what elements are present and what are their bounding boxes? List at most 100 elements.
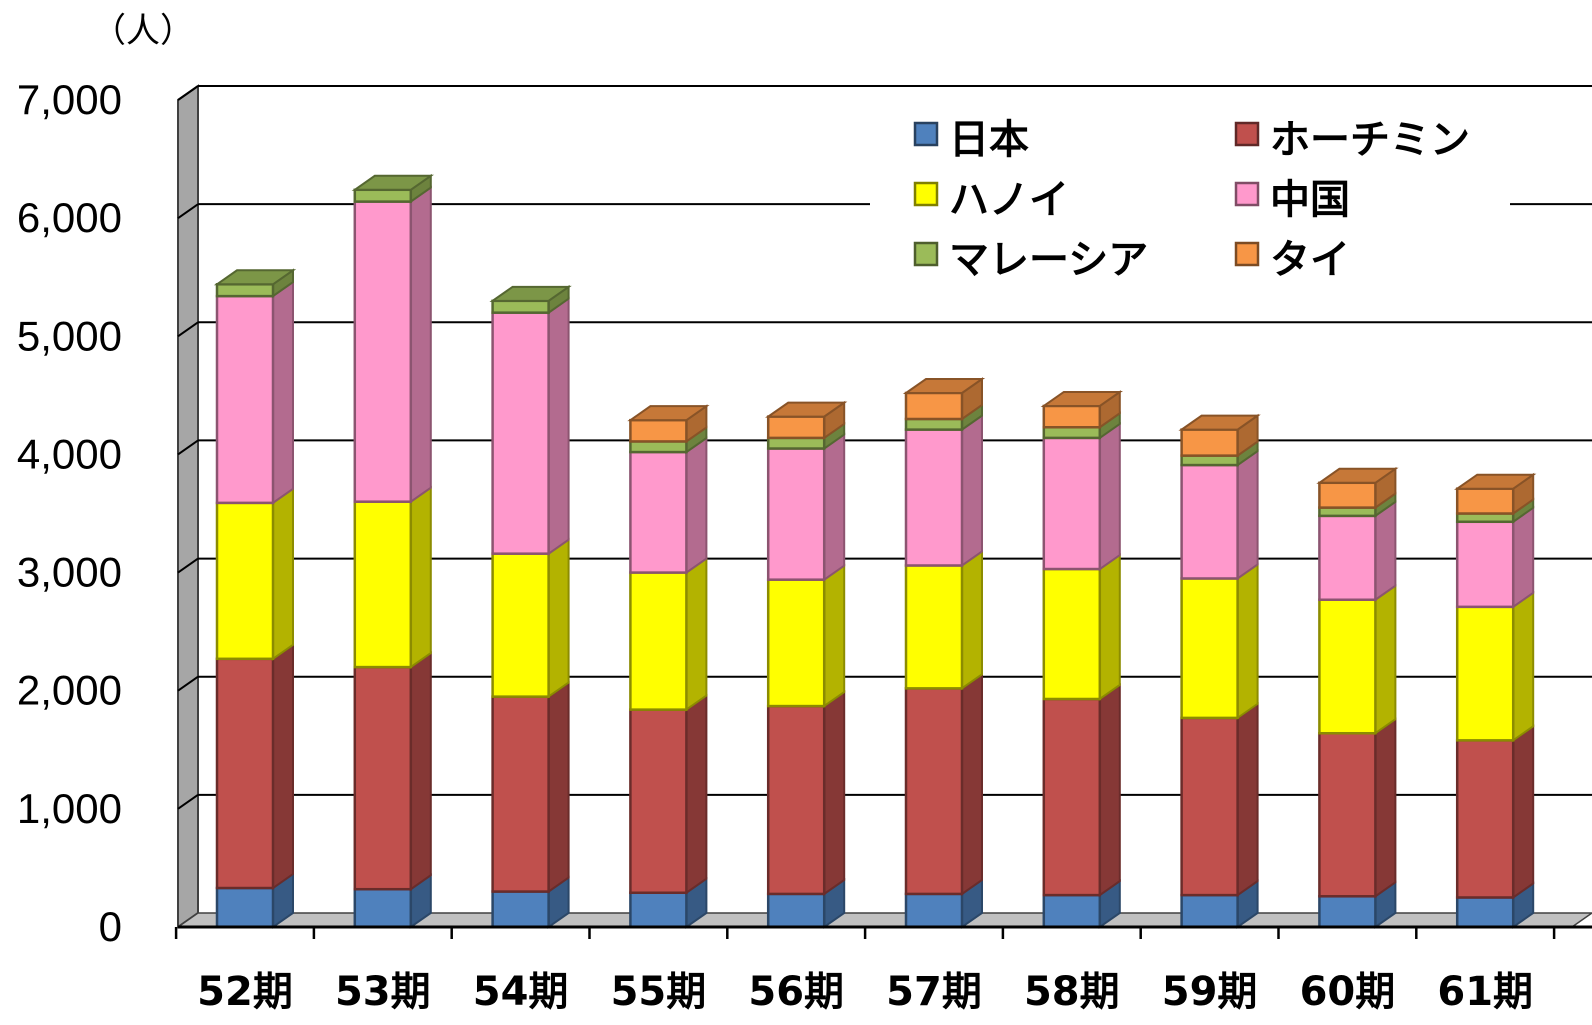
bar-segment-side (1374, 717, 1397, 899)
bar-segment (353, 500, 413, 669)
bar-segment (766, 415, 826, 440)
legend-item: タイ (1234, 237, 1350, 283)
bar-segment-side (409, 185, 432, 504)
legend-label: 日本 (949, 117, 1029, 163)
y-tick-label: 1,000 (17, 785, 122, 832)
bar-segment (904, 391, 964, 421)
legend-item: ハノイ (913, 177, 1069, 223)
bar-segment-side (1512, 505, 1535, 609)
bar-segment-side (1512, 590, 1535, 743)
y-tick-label: 7,000 (17, 76, 122, 123)
legend-item: マレーシア (913, 237, 1148, 283)
bar-segment (491, 890, 550, 929)
gridline-side (177, 321, 199, 338)
bar-segment (1180, 577, 1239, 720)
bar-segment-side (685, 693, 708, 895)
bar-segment (1455, 896, 1515, 929)
bar-top (1178, 414, 1261, 431)
legend-label: ハノイ (949, 177, 1069, 223)
bar-segment (215, 283, 275, 298)
bar-top (489, 285, 572, 302)
bar-segment-side (961, 549, 983, 691)
bar-segment (629, 440, 688, 454)
bar-segment (1318, 895, 1377, 929)
bar-segment (1042, 697, 1102, 897)
bars (213, 173, 1537, 929)
bar-segment-side (547, 537, 570, 699)
y-tick-labels: 0 1,000 2,000 3,000 4,000 5,000 6,000 7,000 (17, 76, 122, 950)
axes (174, 925, 1592, 939)
y-tick-label: 6,000 (17, 194, 122, 241)
bar-segment (353, 200, 413, 503)
bar-segment (1180, 893, 1239, 929)
bar-top (351, 174, 434, 191)
y-tick-label: 0 (99, 903, 122, 950)
bar-segment-side (1512, 724, 1535, 900)
bar-top (1316, 467, 1399, 484)
legend-item: ホーチミン (1234, 117, 1470, 163)
legend-swatch (1234, 121, 1260, 147)
bar-stack (902, 377, 986, 929)
bar-segment (1180, 716, 1239, 897)
bar-segment (1318, 731, 1377, 898)
bar-segment-side (823, 690, 846, 896)
bar-segment (629, 571, 688, 711)
legend-swatch (913, 181, 939, 207)
x-tick-label: 58期 (1024, 969, 1120, 1015)
legend-label: 中国 (1270, 177, 1350, 223)
bar-top (765, 401, 848, 418)
bar-segment (1042, 893, 1102, 929)
legend-label: マレーシア (949, 237, 1148, 283)
gridline-side (177, 794, 199, 810)
bar-segment (1180, 428, 1239, 457)
bar-segment-side (409, 485, 432, 670)
bar-segment-side (823, 432, 846, 582)
bar-segment (766, 892, 826, 929)
bar-segment (766, 436, 826, 450)
legend-swatch (913, 121, 939, 147)
bar-segment (353, 887, 413, 929)
bar-stack (489, 284, 572, 929)
bar-segment-side (547, 296, 570, 556)
bar-segment (215, 657, 275, 890)
bar-segment (491, 299, 550, 314)
y-tick-label: 3,000 (17, 549, 122, 596)
bar-segment (1455, 605, 1515, 742)
bar-segment (491, 552, 550, 698)
bar-segment (1042, 404, 1102, 429)
legend-label: タイ (1270, 237, 1350, 283)
bar-stack (1316, 466, 1399, 929)
bar-top (213, 269, 297, 286)
bar-segment-side (1098, 683, 1121, 898)
y-tick-label: 2,000 (17, 667, 122, 714)
bar-segment (491, 695, 550, 893)
x-tick-label: 52期 (197, 969, 293, 1015)
bar-segment (629, 891, 688, 929)
gridline-side (177, 203, 199, 219)
bar-segment (766, 704, 826, 896)
bar-segment-side (961, 672, 983, 896)
bar-segment-side (1374, 499, 1397, 602)
x-tick-label: 54期 (473, 969, 569, 1015)
bar-segment-side (1374, 583, 1397, 736)
bar-segment (353, 665, 413, 891)
bar-segment (1180, 463, 1239, 580)
legend-swatch (1234, 181, 1260, 207)
bar-stack (765, 400, 848, 929)
x-tick-labels: 52期 53期 54期 55期 56期 57期 58期 59期 60期 61期 (197, 969, 1533, 1015)
bar-segment (1455, 739, 1515, 899)
bar-stack (1454, 472, 1537, 929)
bar-segment (1042, 426, 1102, 440)
x-tick-label: 59期 (1162, 969, 1258, 1015)
bar-stack (1040, 390, 1123, 929)
bar-segment (766, 578, 826, 708)
gridline-side (177, 557, 199, 574)
bar-stack (1178, 413, 1261, 929)
bar-segment (904, 417, 964, 431)
bar-segment (904, 687, 964, 896)
bar-stack (213, 268, 297, 929)
bar-segment (1318, 514, 1377, 601)
bar-top (902, 377, 986, 394)
x-tick-label: 55期 (611, 969, 707, 1015)
